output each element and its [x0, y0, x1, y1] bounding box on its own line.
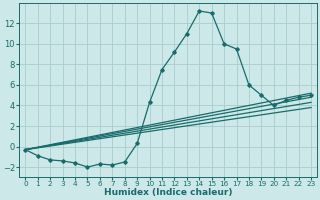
X-axis label: Humidex (Indice chaleur): Humidex (Indice chaleur) — [104, 188, 232, 197]
